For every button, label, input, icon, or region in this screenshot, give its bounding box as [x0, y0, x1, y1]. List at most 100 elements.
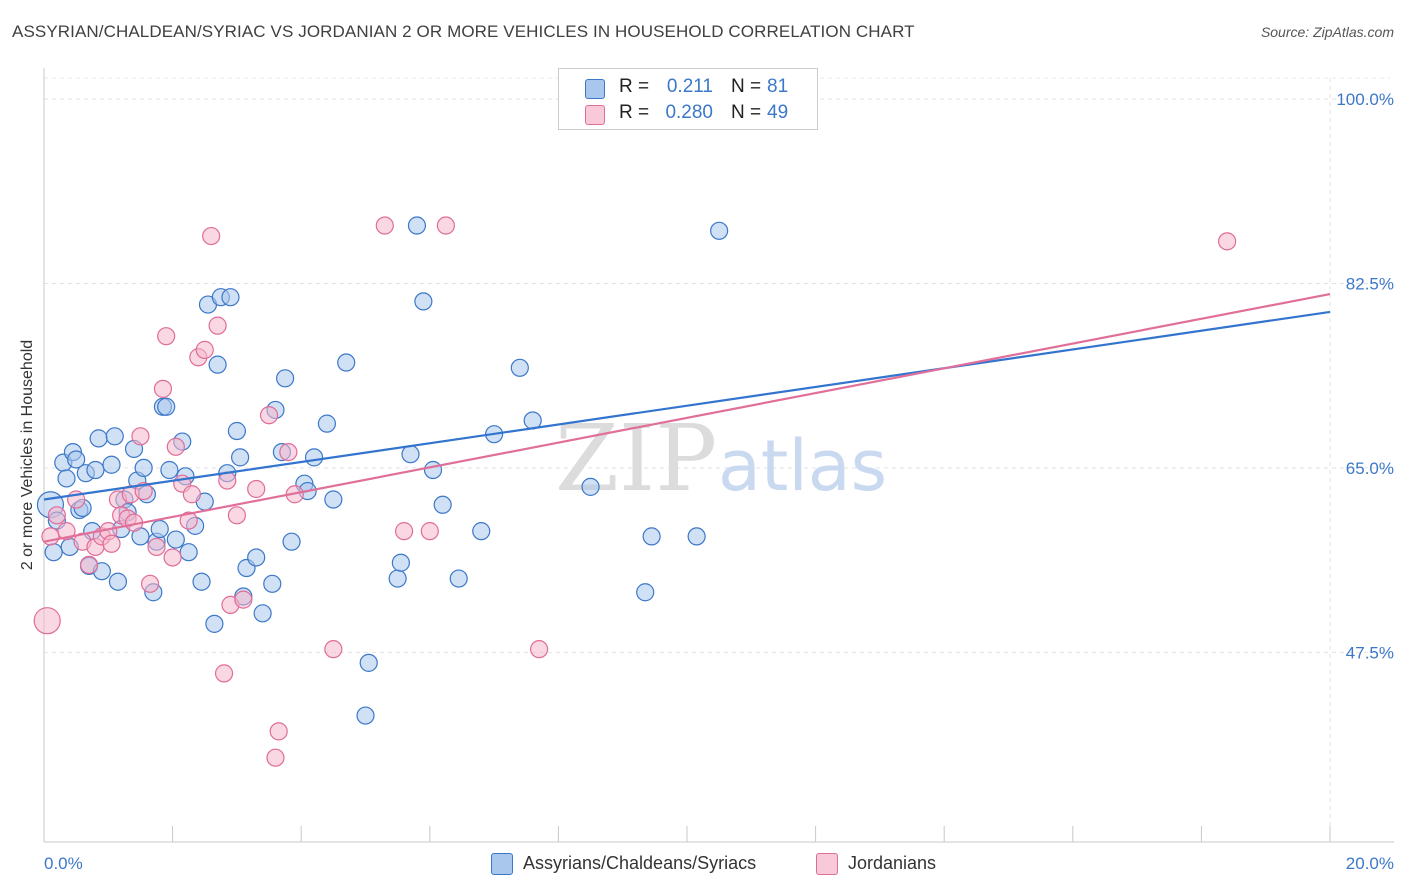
data-point — [33, 607, 61, 635]
data-point — [414, 292, 433, 311]
data-point — [147, 537, 166, 557]
legend-n-value: 81 — [767, 76, 789, 97]
x-tick-labels: 0.0% 20.0% — [44, 854, 1394, 873]
data-point — [208, 316, 227, 335]
data-point — [359, 653, 378, 672]
data-point — [108, 572, 128, 591]
data-point — [642, 527, 661, 546]
data-point — [134, 481, 153, 501]
data-point — [710, 221, 729, 240]
data-point — [266, 748, 285, 767]
data-point — [192, 572, 211, 591]
data-point — [44, 543, 63, 562]
bottom-legend-label: Assyrians/Chaldeans/Syriacs — [523, 853, 757, 873]
legend-r-label: R = — [619, 76, 650, 97]
data-point — [1218, 232, 1237, 251]
data-point — [356, 706, 375, 725]
data-point — [317, 414, 337, 433]
y-tick-label: 65.0% — [1346, 459, 1394, 478]
data-point — [227, 506, 246, 525]
data-point — [581, 477, 600, 496]
bottom-legend-label: Jordanians — [848, 853, 937, 873]
legend-r-value: 0.211 — [666, 76, 713, 97]
data-point — [67, 450, 86, 469]
data-point — [282, 532, 301, 551]
data-point — [57, 522, 76, 541]
y-tick-label: 47.5% — [1346, 643, 1394, 662]
legend-n-label: N = — [731, 76, 762, 97]
chart-source: Source: ZipAtlas.com — [1260, 24, 1394, 40]
data-point — [304, 448, 324, 467]
series-jordanians-points — [33, 216, 1237, 767]
data-point — [150, 519, 169, 539]
data-point — [394, 522, 414, 541]
y-tick-labels: 100.0% 82.5% 65.0% 47.5% — [1336, 90, 1394, 662]
data-point — [160, 460, 179, 480]
data-point — [247, 479, 266, 499]
data-point — [86, 460, 105, 480]
data-point — [388, 569, 407, 588]
legend-row-assyrians: R = 0.211 N = 81 — [559, 75, 817, 101]
data-point — [182, 485, 201, 504]
data-point — [231, 448, 250, 467]
data-point — [269, 722, 288, 741]
bottom-legend-swatch-pink — [816, 853, 838, 875]
stats-legend: R = 0.211 N = 81 R = 0.280 N = 49 — [558, 68, 818, 130]
data-point — [79, 555, 99, 574]
legend-swatch-blue — [585, 79, 605, 99]
data-point — [134, 458, 153, 478]
data-point — [157, 397, 176, 416]
data-point — [279, 442, 298, 462]
watermark-atlas: atlas — [718, 425, 887, 507]
y-tick-label: 100.0% — [1336, 90, 1394, 109]
data-point — [687, 527, 706, 546]
data-point — [401, 445, 420, 464]
data-point — [253, 604, 272, 623]
data-point — [510, 358, 529, 377]
data-point — [234, 590, 253, 609]
data-point — [449, 569, 468, 588]
data-point — [166, 437, 185, 456]
trend-line — [43, 310, 1331, 501]
data-point — [157, 327, 176, 346]
data-point — [195, 340, 214, 359]
data-point — [337, 353, 356, 372]
data-point — [472, 522, 491, 541]
legend-swatch-pink — [585, 105, 605, 125]
legend-r-value: 0.280 — [665, 102, 713, 123]
data-point — [227, 421, 246, 441]
x-tick-label: 0.0% — [44, 854, 83, 873]
chart-title: ASSYRIAN/CHALDEAN/SYRIAC VS JORDANIAN 2 … — [12, 22, 915, 41]
data-point — [166, 530, 185, 549]
trend-lines — [43, 292, 1331, 543]
data-point — [247, 548, 266, 567]
data-point — [263, 574, 282, 593]
axes — [43, 68, 1394, 843]
data-point — [102, 534, 121, 553]
data-point — [105, 427, 124, 446]
data-point — [57, 469, 76, 488]
data-point — [375, 216, 394, 235]
data-point — [391, 553, 410, 572]
data-point — [436, 216, 455, 235]
data-point — [140, 574, 160, 593]
data-point — [208, 355, 227, 374]
legend-row-jordanians: R = 0.280 N = 49 — [559, 101, 817, 127]
data-point — [221, 288, 240, 307]
data-point — [636, 583, 655, 602]
data-point — [420, 522, 439, 541]
data-point — [205, 614, 224, 633]
data-point — [89, 429, 108, 448]
data-point — [179, 543, 198, 562]
data-point — [153, 379, 173, 398]
x-tick-label: 20.0% — [1346, 854, 1394, 873]
data-point — [202, 226, 221, 246]
data-point — [179, 511, 198, 530]
legend-n-value: 49 — [767, 102, 789, 123]
data-point — [163, 548, 182, 567]
data-point — [530, 640, 549, 659]
watermark-zip: ZIP — [555, 405, 717, 512]
data-point — [47, 506, 66, 525]
data-point — [324, 490, 343, 509]
